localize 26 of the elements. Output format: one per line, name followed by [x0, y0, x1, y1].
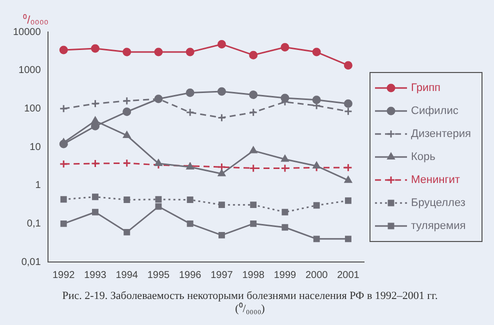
- legend-label: Сифилис: [411, 105, 459, 118]
- legend-label: туляремия: [411, 220, 466, 232]
- x-tick-label: 1993: [84, 270, 107, 281]
- x-tick-label: 1999: [274, 270, 297, 281]
- x-tick-label: 1994: [116, 270, 138, 281]
- y-tick-label: 100: [24, 103, 42, 114]
- x-tick-label: 1992: [52, 270, 76, 281]
- y-tick-label: 1000: [18, 65, 42, 76]
- x-tick-label: 1998: [242, 270, 265, 281]
- x-tick-label: 2001: [337, 270, 360, 281]
- x-tick-label: 1996: [178, 270, 202, 281]
- y-tick-label: 0,1: [26, 218, 42, 230]
- text: Рис. 2-19. Заболеваемость некоторыми болезнями населения РФ в 1992–2001 гг. (⁰/₀₀₀₀): [61, 290, 439, 316]
- x-tick-label: 1995: [147, 270, 170, 281]
- x-tick-label: 2000: [305, 270, 328, 281]
- legend-label: Корь: [411, 151, 436, 164]
- legend-label: Менингит: [411, 174, 460, 186]
- y-tick-label: 10000: [12, 26, 42, 38]
- y-tick-label: 10: [30, 142, 42, 153]
- y-tick-label: 0,01: [21, 256, 42, 268]
- legend-label: Грипп: [411, 82, 441, 94]
- legend-label: Бруцеллез: [411, 197, 466, 210]
- legend-label: Дизентерия: [411, 128, 471, 140]
- y-axis-title: ⁰/₀₀₀₀: [23, 14, 48, 27]
- y-tick-label: 1: [35, 180, 42, 192]
- x-tick-label: 1997: [210, 270, 234, 281]
